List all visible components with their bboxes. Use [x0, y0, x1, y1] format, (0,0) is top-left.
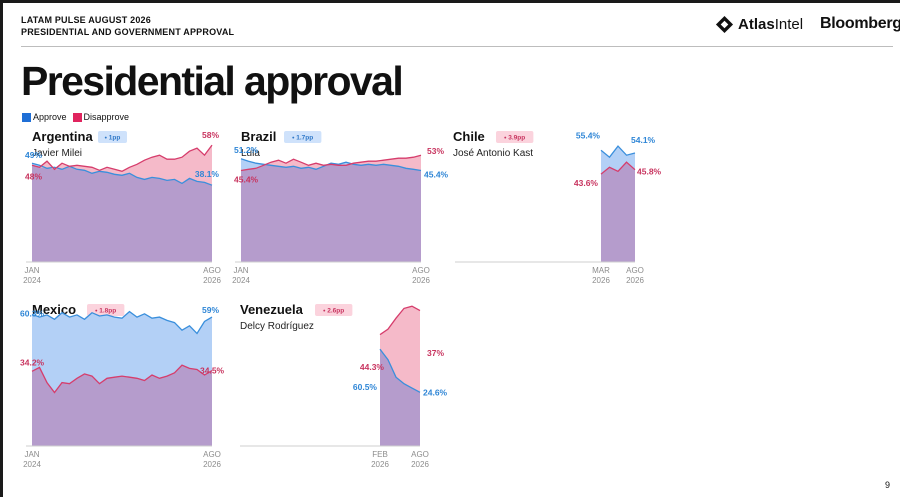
venezuela-disapprove-line	[379, 305, 421, 336]
atlasintel-logo-light: Intel	[774, 16, 804, 33]
venezuela-x-tick-label: FEB	[372, 450, 388, 459]
brazil-approve-line	[240, 158, 422, 172]
venezuela-overlap-area	[380, 349, 420, 446]
brazil-country-name: Brazil	[241, 129, 276, 144]
approve-swatch	[22, 112, 31, 122]
mexico-change-badge-label: • 1.8pp	[95, 308, 116, 315]
venezuela-change-badge-label: • 2.6pp	[323, 308, 344, 315]
bloomberg-logo: Bloomberg	[820, 15, 900, 32]
venezuela-disapprove-start-label: 44.3%	[360, 362, 385, 372]
venezuela-x-tick-label: AGO	[411, 450, 429, 459]
page-number: 9	[885, 480, 891, 490]
venezuela-approve-start-label: 60.5%	[353, 382, 378, 392]
brazil-x-tick-label: AGO	[412, 266, 430, 275]
report-title: LATAM PULSE AUGUST 2026	[21, 15, 151, 25]
mexico-disapprove-line	[31, 364, 213, 394]
chile-x-tick-label: MAR	[592, 266, 610, 275]
mexico-disapprove-start-label: 34.2%	[20, 357, 45, 367]
chile-overlap-area	[601, 162, 635, 262]
chile-country-name: Chile	[453, 129, 485, 144]
disapprove-swatch	[72, 112, 82, 122]
venezuela-approve-line	[379, 348, 421, 393]
chile-change-badge	[496, 131, 534, 143]
chile-leader-name: José Antonio Kast	[453, 148, 533, 159]
brazil-x-tick-label: JAN	[233, 266, 248, 275]
argentina-x-tick-year: 2026	[203, 276, 221, 285]
report-subtitle: PRESIDENTIAL AND GOVERNMENT APPROVAL	[21, 27, 235, 37]
mexico-disapprove-end-label: 34.5%	[200, 366, 225, 376]
chile-disapprove-start-label: 43.6%	[574, 178, 599, 188]
legend-disapprove-label: Disapprove	[83, 112, 130, 122]
venezuela-approve-end-label: 24.6%	[423, 387, 448, 397]
brazil-approve-end-label: 45.4%	[424, 170, 449, 180]
legend-approve: Approve	[22, 112, 67, 122]
argentina-disapprove-end-label: 58%	[202, 130, 219, 140]
argentina-disapprove-start-label: 48%	[25, 171, 42, 181]
argentina-approve-line	[31, 162, 213, 186]
chile-approve-end-label: 54.1%	[631, 135, 656, 145]
mexico-change-badge	[87, 304, 125, 316]
chile-change-badge-label: • 3.9pp	[504, 135, 525, 142]
mexico-x-tick-year: 2026	[203, 460, 221, 469]
atlasintel-logo-bold: Atlas	[738, 16, 775, 33]
argentina-x-tick-label: JAN	[24, 266, 39, 275]
venezuela-disapprove-end-label: 37%	[427, 348, 444, 358]
argentina-country-name: Argentina	[32, 129, 93, 144]
atlasintel-mark-icon	[715, 15, 734, 34]
legend-disapprove: Disapprove	[72, 112, 130, 122]
window-left-border	[0, 0, 3, 497]
argentina-change-badge-label: • 1pp	[105, 135, 121, 142]
atlasintel-logo: AtlasIntel	[715, 15, 803, 34]
chile-x-tick-year: 2026	[626, 276, 644, 285]
legend-approve-label: Approve	[33, 112, 67, 122]
mexico-approve-start-label: 60.3%	[20, 308, 45, 318]
mexico-country-name: Mexico	[32, 302, 76, 317]
argentina-disapprove-line	[31, 144, 213, 172]
brazil-change-badge-label: • 1.7pp	[292, 135, 313, 142]
brazil-x-tick-year: 2026	[412, 276, 430, 285]
window-top-border	[0, 0, 900, 3]
brazil-x-tick-year: 2024	[232, 276, 250, 285]
chile-disapprove-line	[600, 161, 636, 175]
argentina-change-badge	[98, 131, 127, 143]
mexico-approve-line	[31, 310, 213, 335]
chile-disapprove-end-label: 45.8%	[637, 167, 662, 177]
brazil-change-badge	[284, 131, 322, 143]
page-title: Presidential approval	[21, 58, 404, 104]
venezuela-x-tick-year: 2026	[411, 460, 429, 469]
mexico-x-tick-label: AGO	[203, 450, 221, 459]
mexico-approve-end-label: 59%	[202, 305, 219, 315]
mexico-x-tick-label: JAN	[24, 450, 39, 459]
chart-legend: Approve Disapprove	[22, 112, 129, 122]
chile-x-tick-year: 2026	[592, 276, 610, 285]
mexico-x-tick-year: 2024	[23, 460, 41, 469]
brazil-disapprove-line	[240, 154, 422, 172]
venezuela-x-tick-year: 2026	[371, 460, 389, 469]
venezuela-leader-name: Delcy Rodríguez	[240, 321, 314, 332]
header-divider	[21, 46, 893, 47]
argentina-x-tick-year: 2024	[23, 276, 41, 285]
chile-x-tick-label: AGO	[626, 266, 644, 275]
brazil-disapprove-start-label: 45.4%	[234, 175, 259, 185]
argentina-overlap-area	[32, 165, 212, 262]
argentina-leader-name: Javier Milei	[32, 148, 82, 159]
venezuela-change-badge	[315, 304, 353, 316]
argentina-approve-start-label: 49%	[25, 150, 42, 160]
venezuela-country-name: Venezuela	[240, 302, 304, 317]
brazil-disapprove-end-label: 53%	[427, 146, 444, 156]
chile-approve-line	[600, 145, 636, 159]
chile-approve-start-label: 55.4%	[576, 130, 601, 140]
argentina-x-tick-label: AGO	[203, 266, 221, 275]
mexico-overlap-area	[32, 365, 212, 446]
brazil-overlap-area	[241, 164, 421, 262]
brazil-leader-name: Lula	[241, 148, 260, 159]
argentina-approve-end-label: 38.1%	[195, 169, 220, 179]
brazil-approve-start-label: 51.2%	[234, 145, 259, 155]
